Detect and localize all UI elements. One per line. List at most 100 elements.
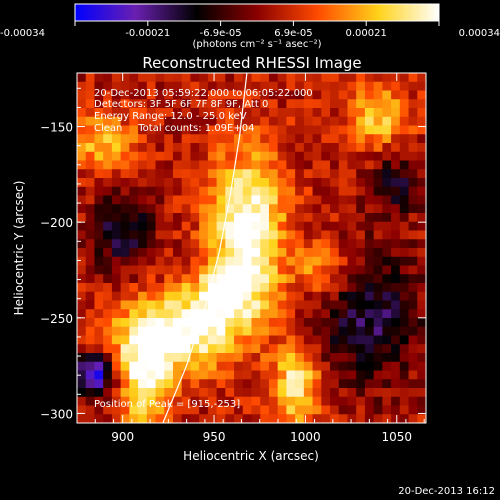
heatmap-cell: [234, 160, 244, 170]
heatmap-cell: [321, 204, 331, 214]
heatmap-cell: [77, 169, 87, 179]
heatmap-cell: [356, 291, 366, 302]
heatmap-cell: [268, 169, 279, 179]
heatmap-cell: [172, 361, 183, 372]
heatmap-cell: [94, 361, 104, 372]
heatmap-cell: [260, 151, 270, 162]
heatmap-cell: [391, 239, 401, 249]
heatmap-cell: [330, 160, 340, 170]
heatmap-cell: [199, 230, 209, 240]
heatmap-cell: [172, 186, 183, 197]
heatmap-cell: [373, 318, 383, 328]
heatmap-cell: [103, 309, 113, 319]
heatmap-cell: [190, 116, 200, 127]
heatmap-cell: [94, 326, 104, 337]
heatmap-cell: [190, 283, 200, 293]
heatmap-cell: [347, 265, 357, 275]
heatmap-cell: [373, 143, 383, 153]
heatmap-cell: [277, 134, 287, 144]
heatmap-cell: [199, 291, 209, 302]
heatmap-cell: [356, 388, 366, 398]
heatmap-cell: [111, 283, 122, 293]
y-axis-label: Heliocentric Y (arcsec): [12, 181, 26, 316]
heatmap-cell: [146, 283, 157, 293]
heatmap-cell: [286, 178, 296, 188]
heatmap-cell: [260, 160, 270, 170]
heatmap-cell: [199, 326, 209, 337]
heatmap-cell: [146, 265, 157, 275]
heatmap-cell: [164, 318, 174, 328]
heatmap-cell: [286, 186, 296, 197]
heatmap-cell: [207, 169, 218, 179]
heatmap-cell: [85, 81, 96, 92]
heatmap-cell: [207, 318, 218, 328]
heatmap-cell: [312, 178, 322, 188]
heatmap-cell: [85, 230, 96, 240]
heatmap-cell: [417, 169, 426, 179]
heatmap-cell: [138, 151, 148, 162]
heatmap-cell: [268, 195, 279, 205]
heatmap-cell: [295, 379, 305, 389]
heatmap-cell: [417, 143, 426, 153]
heatmap-cell: [94, 143, 104, 153]
heatmap-cell: [129, 116, 139, 127]
heatmap-cell: [216, 326, 226, 337]
heatmap-cell: [85, 344, 96, 354]
heatmap-cell: [373, 370, 383, 380]
heatmap-cell: [216, 90, 226, 100]
heatmap-cell: [225, 81, 235, 92]
heatmap-cell: [225, 370, 235, 380]
heatmap-cell: [364, 143, 375, 153]
heatmap-cell: [364, 379, 375, 389]
heatmap-cell: [120, 353, 130, 363]
heatmap-cell: [172, 213, 183, 223]
heatmap-cell: [391, 274, 401, 284]
heatmap-cell: [364, 256, 375, 267]
heatmap-cell: [295, 143, 305, 153]
heatmap-cell: [94, 370, 104, 380]
heatmap-cell: [268, 283, 279, 293]
heatmap-cell: [146, 230, 157, 240]
heatmap-cell: [181, 125, 192, 135]
heatmap-cell: [129, 256, 139, 267]
heatmap-cell: [138, 125, 148, 135]
heatmap-cell: [382, 108, 392, 118]
heatmap-cell: [286, 213, 296, 223]
heatmap-cell: [77, 151, 87, 162]
heatmap-cell: [338, 379, 349, 389]
heatmap-cell: [103, 221, 113, 232]
heatmap-cell: [85, 178, 96, 188]
heatmap-cell: [338, 396, 349, 407]
heatmap-cell: [260, 90, 270, 100]
heatmap-cell: [321, 300, 331, 310]
heatmap-cell: [338, 274, 349, 284]
heatmap-cell: [199, 99, 209, 109]
heatmap-cell: [120, 414, 130, 423]
heatmap-cell: [155, 361, 165, 372]
heatmap-cell: [286, 344, 296, 354]
heatmap-cell: [417, 256, 426, 267]
heatmap-cell: [77, 230, 87, 240]
heatmap-cell: [408, 335, 418, 345]
heatmap-cell: [295, 81, 305, 92]
heatmap-cell: [312, 300, 322, 310]
heatmap-cell: [155, 283, 165, 293]
heatmap-cell: [85, 239, 96, 249]
heatmap-cell: [181, 318, 192, 328]
heatmap-cell: [373, 239, 383, 249]
heatmap-cell: [399, 160, 410, 170]
heatmap-cell: [207, 221, 218, 232]
heatmap-cell: [356, 283, 366, 293]
heatmap-cell: [364, 318, 375, 328]
heatmap-cell: [85, 195, 96, 205]
heatmap-cell: [94, 283, 104, 293]
heatmap-cell: [295, 230, 305, 240]
heatmap-cell: [85, 283, 96, 293]
heatmap-cell: [399, 335, 410, 345]
heatmap-cell: [207, 370, 218, 380]
heatmap-cell: [373, 388, 383, 398]
heatmap-cell: [138, 178, 148, 188]
heatmap-cell: [225, 309, 235, 319]
heatmap-cell: [338, 388, 349, 398]
heatmap-cell: [120, 178, 130, 188]
